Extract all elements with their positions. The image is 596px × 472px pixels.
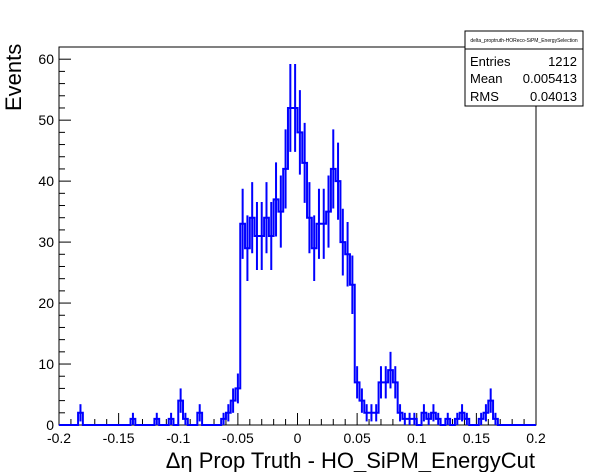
y-tick-label: 30 <box>38 234 54 250</box>
y-tick-label: 40 <box>38 173 54 189</box>
y-tick-label: 0 <box>46 417 54 433</box>
y-tick-label: 20 <box>38 295 54 311</box>
x-tick-label: -0.1 <box>166 430 190 446</box>
x-tick-label: -0.2 <box>47 430 71 446</box>
x-tick-label: 0.2 <box>526 430 546 446</box>
stats-mean-value: 0.005413 <box>523 71 577 86</box>
stats-entries-label: Entries <box>470 54 511 69</box>
stats-rms-label: RMS <box>470 89 499 104</box>
stats-rms-value: 0.04013 <box>530 89 577 104</box>
histogram-outline <box>59 106 536 426</box>
x-axis-label: Δη Prop Truth - HO_SiPM_EnergyCut <box>166 448 535 472</box>
x-tick-label: -0.15 <box>103 430 135 446</box>
x-tick-label: -0.05 <box>222 430 254 446</box>
stats-entries-value: 1212 <box>548 54 577 69</box>
x-tick-label: 0.1 <box>407 430 427 446</box>
y-axis-label: Events <box>1 44 26 111</box>
stats-mean-label: Mean <box>470 71 503 86</box>
x-tick-label: 0.15 <box>463 430 490 446</box>
x-tick-label: 0 <box>294 430 302 446</box>
stats-box-title: delta_proptruth-HOReco-SiPM_EnergySelect… <box>470 38 577 44</box>
stats-box: delta_proptruth-HOReco-SiPM_EnergySelect… <box>464 30 584 107</box>
y-tick-label: 10 <box>38 356 54 372</box>
y-tick-label: 60 <box>38 51 54 67</box>
axis-ticks: -0.2 -0.15 -0.1 -0.05 0 0.05 0.1 0.15 0.2 0 10 20 30… <box>38 46 546 446</box>
y-tick-label: 50 <box>38 112 54 128</box>
x-tick-label: 0.05 <box>344 430 371 446</box>
